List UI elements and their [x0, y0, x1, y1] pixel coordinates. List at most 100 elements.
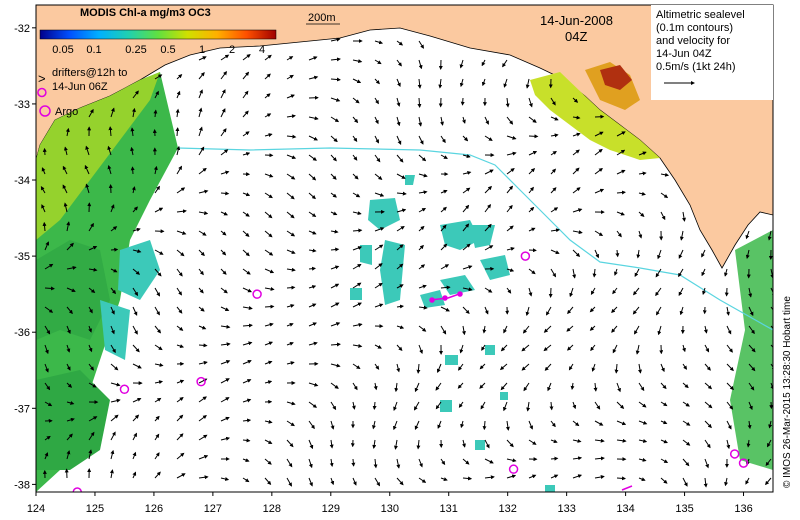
colorbar-tick-label: 0.1: [86, 44, 101, 56]
velocity-vector: [62, 184, 68, 194]
velocity-vector: [418, 135, 424, 145]
velocity-vector: [66, 325, 71, 335]
velocity-vector: [374, 244, 384, 251]
velocity-vector: [242, 418, 252, 423]
velocity-vector: [506, 247, 515, 251]
velocity-vector: [308, 154, 317, 161]
velocity-vector: [418, 284, 427, 289]
velocity-vector: [330, 363, 341, 368]
velocity-vector: [528, 116, 537, 123]
velocity-vector: [703, 325, 708, 334]
velocity-vector: [242, 110, 249, 118]
velocity-vector: [242, 458, 250, 462]
velocity-vector: [656, 306, 662, 316]
drifter-symbol: >: [38, 71, 46, 86]
velocity-vector: [286, 154, 297, 159]
velocity-vector: [660, 401, 668, 407]
velocity-vector: [550, 168, 557, 175]
velocity-vector: [616, 438, 627, 443]
velocity-vector: [352, 322, 363, 327]
velocity-vector: [682, 344, 686, 353]
velocity-vector: [131, 107, 136, 118]
velocity-vector: [616, 230, 622, 238]
velocity-vector: [264, 73, 271, 80]
velocity-vector: [40, 186, 46, 194]
velocity-vector: [528, 186, 534, 194]
velocity-vector: [352, 302, 362, 308]
velocity-vector: [242, 53, 251, 61]
velocity-vector: [418, 173, 428, 178]
argo-float-marker: [72, 487, 83, 492]
velocity-vector: [176, 165, 182, 175]
velocity-vector: [154, 90, 159, 99]
velocity-vector: [373, 382, 378, 391]
velocity-vector: [394, 382, 399, 393]
velocity-vector: [131, 186, 136, 194]
velocity-vector: [154, 325, 162, 334]
velocity-vector: [633, 287, 640, 296]
velocity-vector: [572, 249, 581, 258]
velocity-vector: [286, 361, 295, 366]
map-date: 14-Jun-2008: [540, 13, 613, 28]
velocity-vector: [462, 116, 466, 124]
velocity-vector: [198, 89, 203, 99]
velocity-vector: [726, 439, 731, 450]
velocity-vector: [682, 363, 687, 370]
velocity-vector: [63, 202, 68, 213]
velocity-vector: [418, 264, 426, 270]
velocity-vector: [264, 173, 274, 178]
velocity-vector: [572, 187, 581, 194]
velocity-vector: [176, 433, 184, 441]
velocity-vector: [242, 398, 252, 403]
velocity-vector: [242, 379, 252, 384]
velocity-vector: [528, 287, 533, 297]
velocity-vector: [308, 439, 314, 450]
velocity-vector: [638, 230, 643, 239]
argo-legend-symbol: [39, 105, 51, 117]
velocity-vector: [154, 415, 160, 422]
velocity-vector: [418, 190, 428, 195]
velocity-vector: [396, 263, 404, 270]
velocity-vector: [440, 154, 448, 159]
velocity-vector: [286, 230, 296, 237]
velocity-vector: [682, 458, 690, 467]
velocity-vector: [460, 97, 465, 106]
velocity-vector: [220, 170, 230, 175]
velocity-vector: [242, 306, 253, 310]
velocity-vector: [704, 382, 713, 390]
velocity-vector: [679, 306, 684, 316]
velocity-vector: [462, 439, 466, 448]
velocity-vector: [435, 382, 442, 391]
velocity-vector: [770, 325, 773, 333]
velocity-vector: [435, 401, 442, 410]
velocity-vector: [220, 342, 231, 347]
velocity-vector: [264, 192, 273, 199]
velocity-vector: [546, 306, 552, 316]
velocity-vector: [352, 135, 358, 143]
velocity-vector: [414, 382, 420, 393]
velocity-vector: [352, 263, 362, 270]
velocity-vector: [484, 458, 494, 464]
velocity-vector: [242, 287, 252, 293]
velocity-vector: [459, 78, 464, 88]
velocity-vector: [418, 344, 423, 355]
velocity-vector: [458, 401, 464, 408]
velocity-vector: [528, 168, 536, 175]
velocity-vector: [132, 344, 140, 353]
velocity-vector: [330, 322, 341, 327]
velocity-vector: [550, 97, 556, 106]
velocity-vector: [110, 226, 118, 232]
velocity-vector: [484, 135, 493, 141]
velocity-vector: [594, 475, 605, 479]
velocity-vector: [745, 230, 750, 240]
velocity-vector: [528, 206, 535, 213]
velocity-vector: [634, 268, 640, 278]
velocity-vector: [770, 306, 773, 315]
altimetry-legend: Altimetric sealevel (0.1m contours) and …: [651, 5, 773, 100]
velocity-vector: [264, 458, 272, 465]
velocity-vector: [110, 414, 119, 422]
velocity-vector: [66, 221, 71, 232]
velocity-vector: [330, 477, 335, 486]
velocity-vector: [396, 325, 405, 330]
velocity-vector: [176, 344, 185, 348]
